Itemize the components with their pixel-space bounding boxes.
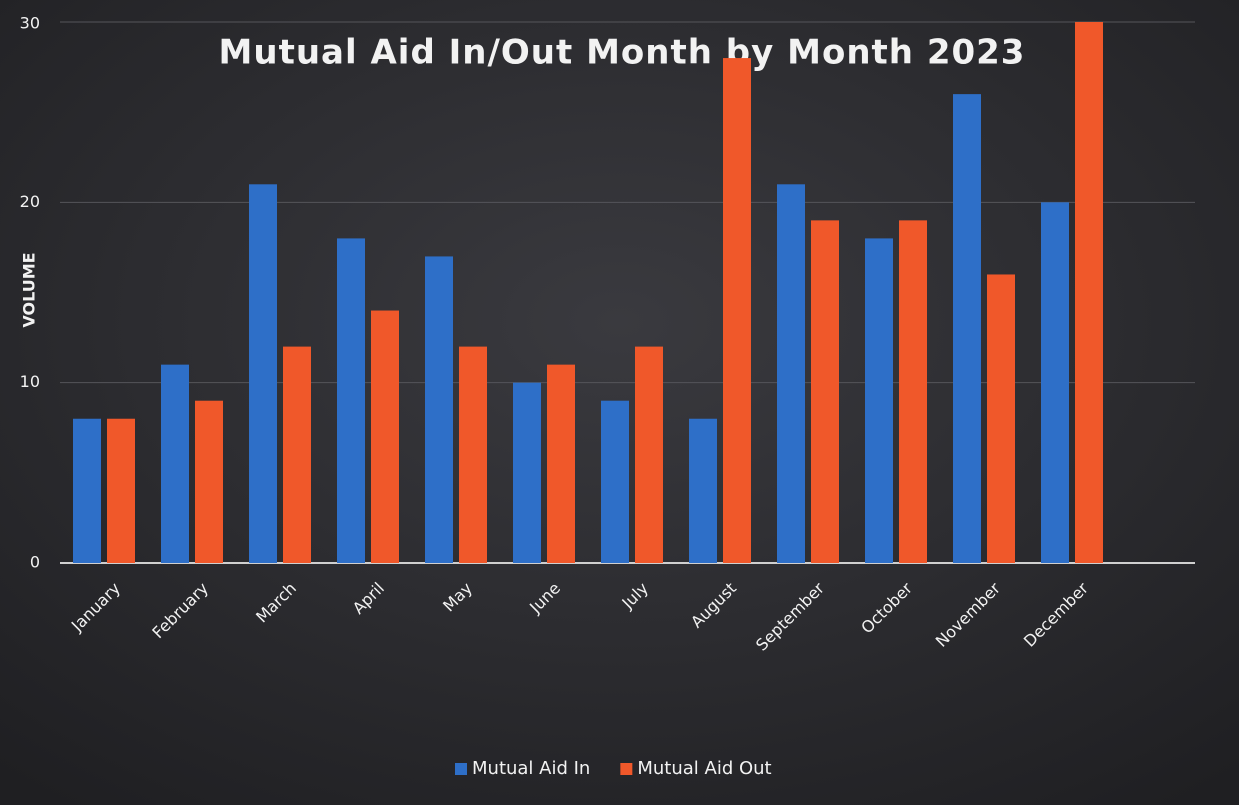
bar bbox=[777, 184, 805, 564]
bar bbox=[283, 346, 311, 563]
bar bbox=[107, 418, 135, 563]
bar bbox=[425, 256, 453, 563]
bar bbox=[513, 382, 541, 563]
bar bbox=[987, 274, 1015, 563]
y-tick-label: 20 bbox=[20, 192, 40, 211]
bar bbox=[723, 58, 751, 564]
legend-swatch bbox=[620, 763, 633, 775]
bar bbox=[1041, 202, 1069, 564]
y-axis-label: VOLUME bbox=[20, 252, 39, 327]
bar bbox=[547, 364, 575, 563]
bar bbox=[689, 418, 717, 563]
bar bbox=[249, 184, 277, 564]
bar bbox=[953, 94, 981, 563]
legend-label: Mutual Aid In bbox=[472, 758, 590, 779]
bar bbox=[337, 238, 365, 563]
bar bbox=[865, 238, 893, 563]
bar bbox=[73, 418, 101, 563]
y-tick-label: 30 bbox=[20, 14, 40, 33]
bar bbox=[899, 220, 927, 563]
y-tick-label: 0 bbox=[30, 553, 40, 572]
legend-swatch bbox=[455, 763, 467, 775]
bar bbox=[195, 400, 223, 563]
bar bbox=[635, 346, 663, 563]
chart-title: Mutual Aid In/Out Month by Month 2023 bbox=[219, 33, 1026, 73]
y-tick-label: 10 bbox=[20, 372, 40, 391]
bar bbox=[601, 400, 629, 563]
bar bbox=[371, 310, 399, 563]
bar bbox=[161, 364, 189, 563]
bar bbox=[459, 346, 487, 563]
bar bbox=[1075, 22, 1103, 563]
bar bbox=[811, 220, 839, 563]
legend-label: Mutual Aid Out bbox=[637, 758, 771, 779]
